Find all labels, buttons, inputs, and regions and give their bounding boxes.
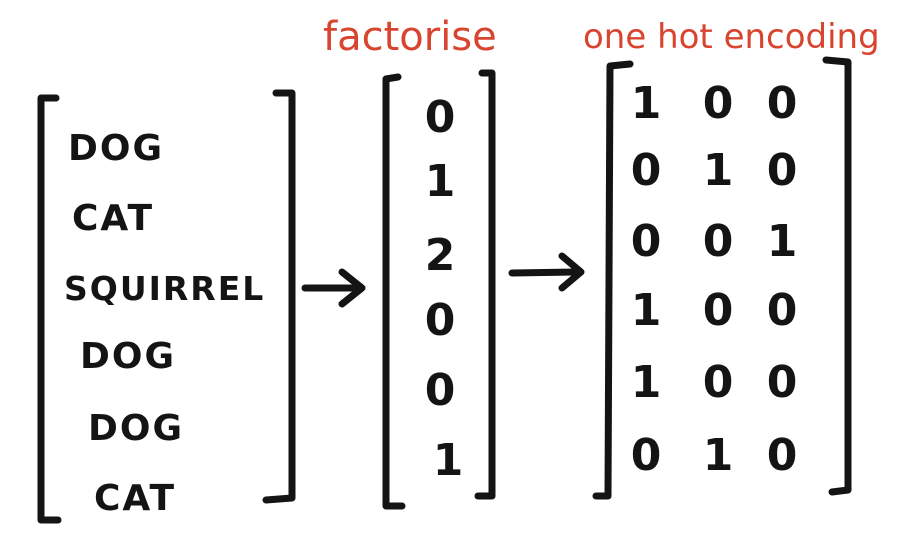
category-label: SQUIRREL bbox=[64, 269, 265, 308]
one-hot-cells: 1 0 00 1 00 0 11 0 01 0 00 1 0 bbox=[631, 78, 798, 481]
code-value: 2 bbox=[425, 230, 456, 281]
one-hot-left-bracket bbox=[592, 60, 634, 500]
one-hot-matrix: 1 0 00 1 00 0 11 0 01 0 00 1 0 bbox=[592, 56, 852, 500]
one-hot-cell: 0 bbox=[767, 430, 798, 481]
code-value: 0 bbox=[425, 92, 456, 143]
one-hot-cell: 0 bbox=[631, 145, 662, 196]
arrow-2 bbox=[508, 252, 585, 292]
one-hot-cell: 0 bbox=[767, 78, 798, 129]
one-hot-cell: 0 bbox=[631, 430, 662, 481]
code-right-bracket bbox=[474, 69, 496, 500]
one-hot-cell: 0 bbox=[703, 216, 734, 267]
code-vector: 0 1 2 0 0 1 bbox=[382, 69, 496, 510]
one-hot-cell: 0 bbox=[703, 78, 734, 129]
one-hot-right-bracket bbox=[822, 56, 852, 496]
one-hot-cell: 1 bbox=[631, 285, 662, 336]
category-label: DOG bbox=[68, 128, 164, 169]
category-label: DOG bbox=[88, 408, 184, 449]
one-hot-cell: 1 bbox=[703, 145, 734, 196]
one-hot-cell: 1 bbox=[767, 216, 798, 267]
category-labels: DOG CAT SQUIRREL DOG DOG CAT bbox=[64, 128, 265, 519]
one-hot-encoding-label: one hot encoding bbox=[583, 17, 880, 57]
one-hot-cell: 0 bbox=[631, 216, 662, 267]
code-value: 1 bbox=[425, 156, 456, 207]
one-hot-cell: 0 bbox=[767, 285, 798, 336]
code-labels: 0 1 2 0 0 1 bbox=[425, 92, 464, 486]
one-hot-cell: 1 bbox=[703, 430, 734, 481]
code-value: 1 bbox=[433, 435, 464, 486]
one-hot-cell: 1 bbox=[631, 78, 662, 129]
category-matrix: DOG CAT SQUIRREL DOG DOG CAT bbox=[37, 89, 296, 524]
category-right-bracket bbox=[262, 89, 296, 504]
code-value: 0 bbox=[425, 295, 456, 346]
code-value: 0 bbox=[425, 365, 456, 416]
category-left-bracket bbox=[37, 94, 62, 524]
one-hot-cell: 1 bbox=[631, 357, 662, 408]
category-label: CAT bbox=[94, 478, 176, 519]
code-left-bracket bbox=[382, 73, 406, 510]
one-hot-cell: 0 bbox=[703, 285, 734, 336]
one-hot-cell: 0 bbox=[703, 357, 734, 408]
arrow-1 bbox=[301, 268, 366, 308]
factorise-label: factorise bbox=[323, 14, 497, 60]
category-label: CAT bbox=[72, 198, 154, 239]
category-label: DOG bbox=[80, 336, 176, 377]
one-hot-cell: 0 bbox=[767, 145, 798, 196]
one-hot-cell: 0 bbox=[767, 357, 798, 408]
